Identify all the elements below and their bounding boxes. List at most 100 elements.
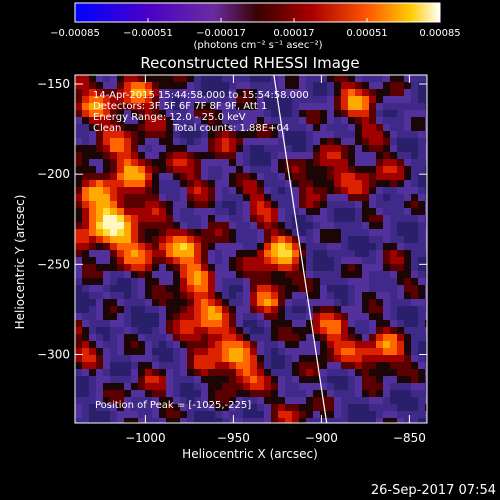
heatmap-cell [278,82,286,90]
heatmap-cell [271,138,279,146]
heatmap-cell [306,348,314,356]
heatmap-cell [348,341,356,349]
heatmap-cell [96,306,104,314]
heatmap-cell [257,257,265,265]
heatmap-cell [383,145,391,153]
heatmap-cell [215,131,223,139]
heatmap-cell [376,166,384,174]
heatmap-cell [138,383,146,391]
heatmap-cell [201,341,209,349]
heatmap-cell [103,229,111,237]
heatmap-cell [75,243,83,251]
heatmap-cell [222,75,230,83]
heatmap-cell [425,166,427,174]
heatmap-cell [348,285,356,293]
heatmap-cell [82,166,90,174]
heatmap-cell [194,145,202,153]
heatmap-cell [96,250,104,258]
heatmap-cell [208,320,216,328]
heatmap-cell [243,411,251,419]
heatmap-cell [145,103,153,111]
heatmap-cell [341,404,349,412]
heatmap-cell [306,327,314,335]
heatmap-cell [292,187,300,195]
heatmap-cell [327,383,335,391]
heatmap-cell [180,152,188,160]
heatmap-cell [117,320,125,328]
heatmap-cell [103,145,111,153]
heatmap-cell [110,96,118,104]
heatmap-cell [383,313,391,321]
heatmap-cell [390,390,398,398]
heatmap-cell [285,117,293,125]
heatmap-cell [313,82,321,90]
heatmap-cell [215,89,223,97]
heatmap-cell [327,215,335,223]
heatmap-cell [229,383,237,391]
heatmap-cell [124,320,132,328]
heatmap-cell [418,348,426,356]
heatmap-cell [201,397,209,405]
heatmap-cell [271,327,279,335]
heatmap-cell [369,362,377,370]
heatmap-cell [313,313,321,321]
heatmap-cell [201,362,209,370]
heatmap-cell [173,159,181,167]
heatmap-cell [208,152,216,160]
heatmap-cell [404,278,412,286]
heatmap-cell [145,341,153,349]
heatmap-cell [257,152,265,160]
heatmap-cell [341,138,349,146]
heatmap-cell [334,404,342,412]
heatmap-cell [362,397,370,405]
heatmap-cell [103,250,111,258]
heatmap-cell [229,306,237,314]
heatmap-cell [278,285,286,293]
heatmap-cell [152,194,160,202]
heatmap-cell [243,285,251,293]
heatmap-cell [222,131,230,139]
heatmap-cell [208,299,216,307]
heatmap-cell [110,376,118,384]
heatmap-cell [96,222,104,230]
heatmap-cell [215,411,223,419]
heatmap-cell [180,96,188,104]
heatmap-cell [257,313,265,321]
heatmap-cell [348,397,356,405]
heatmap-cell [348,187,356,195]
heatmap-cell [103,194,111,202]
heatmap-cell [383,215,391,223]
heatmap-cell [117,397,125,405]
heatmap-cell [215,82,223,90]
heatmap-cell [222,271,230,279]
heatmap-cell [236,222,244,230]
heatmap-cell [299,103,307,111]
heatmap-cell [341,194,349,202]
heatmap-cell [222,257,230,265]
heatmap-cell [404,257,412,265]
heatmap-cell [383,264,391,272]
heatmap-cell [341,215,349,223]
heatmap-cell [320,124,328,132]
heatmap-cell [96,369,104,377]
heatmap-cell [285,397,293,405]
heatmap-cell [103,411,111,419]
heatmap-cell [369,96,377,104]
heatmap-cell [369,187,377,195]
heatmap-cell [383,404,391,412]
heatmap-cell [313,362,321,370]
heatmap-cell [397,131,405,139]
heatmap-cell [404,243,412,251]
heatmap-cell [124,145,132,153]
heatmap-cell [425,131,427,139]
heatmap-cell [243,313,251,321]
heatmap-cell [327,145,335,153]
heatmap-cell [103,397,111,405]
heatmap-cell [159,369,167,377]
heatmap-cell [306,75,314,83]
heatmap-cell [96,215,104,223]
heatmap-cell [271,306,279,314]
heatmap-cell [201,131,209,139]
heatmap-cell [271,82,279,90]
heatmap-cell [257,180,265,188]
